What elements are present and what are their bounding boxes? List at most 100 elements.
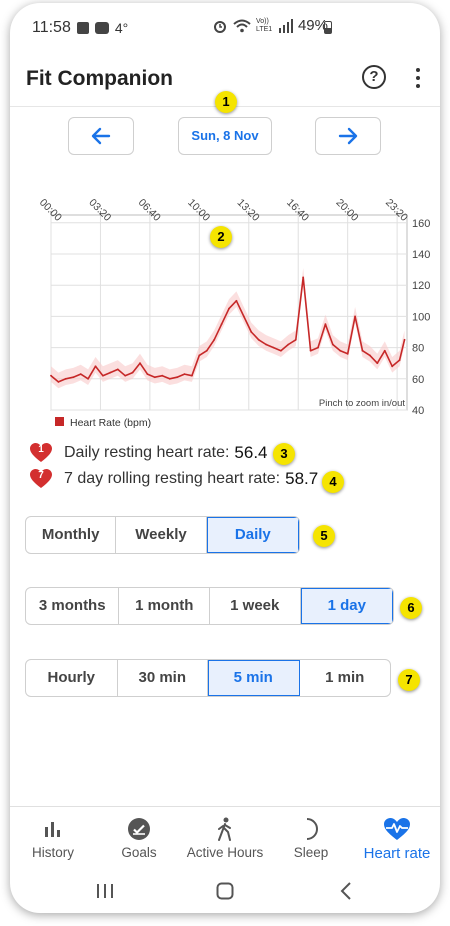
x-tick-label: 00:00 [37, 197, 64, 224]
tab-1-day[interactable]: 1 day [300, 588, 393, 624]
data-point [398, 359, 401, 361]
heart-rate-chart[interactable]: 40 60 80 100 120 140 160 00:00 03:20 06:40 10:00 13… [26, 179, 430, 429]
marker-3: 3 [273, 443, 295, 465]
wifi-icon [233, 19, 251, 32]
data-point [265, 343, 267, 346]
nav-active-hours[interactable]: Active Hours [182, 807, 268, 868]
y-tick-label: 120 [412, 280, 430, 292]
legend-label: Heart Rate (bpm) [70, 417, 151, 429]
data-point [72, 376, 75, 379]
phone-frame: 11:58 4° Vo)) LTE1 49% Fit Companion ? 1… [10, 3, 440, 913]
data-point [272, 346, 275, 349]
tab-3-months[interactable]: 3 months [26, 588, 120, 624]
data-point [302, 276, 305, 279]
x-tick-label: 13:20 [235, 197, 262, 224]
walking-icon [218, 817, 231, 841]
tab-daily[interactable]: Daily [206, 517, 299, 553]
marker-7: 7 [398, 669, 420, 691]
system-navigation-bar [10, 868, 440, 913]
battery-percent: 49% [297, 17, 328, 34]
home-icon[interactable] [216, 882, 234, 900]
tab-1-week[interactable]: 1 week [210, 588, 301, 624]
more-options-button[interactable] [408, 65, 428, 91]
notification-icon [76, 22, 89, 34]
daily-badge-number: 1 [38, 444, 44, 455]
data-point [403, 338, 406, 341]
x-tick-label: 06:40 [136, 197, 163, 224]
heart-pulse-icon [384, 818, 410, 840]
data-point [168, 377, 171, 380]
data-point [205, 349, 208, 352]
data-point [309, 349, 312, 352]
data-point [383, 349, 386, 352]
tab-monthly[interactable]: Monthly [26, 517, 117, 553]
moon-icon [306, 818, 318, 840]
data-point [87, 377, 89, 380]
data-point [331, 343, 334, 346]
back-icon[interactable] [340, 882, 352, 900]
next-day-button[interactable] [315, 117, 381, 155]
data-point [257, 338, 260, 341]
marker-1: 1 [215, 91, 237, 113]
status-temp: 4° [114, 20, 129, 36]
data-point [250, 331, 253, 333]
nav-history-label: History [31, 845, 74, 860]
x-tick-label: 16:40 [284, 197, 311, 224]
nav-active-hours-label: Active Hours [186, 845, 264, 860]
arrow-right-icon [338, 127, 358, 145]
daily-resting-value: 56.4 [234, 443, 268, 462]
y-tick-label: 60 [412, 374, 424, 386]
heart-badge-icon: 1 [30, 443, 52, 463]
tab-hourly[interactable]: Hourly [26, 660, 118, 696]
date-selector-button[interactable]: Sun, 8 Nov [178, 117, 272, 155]
data-point [235, 299, 238, 302]
data-point [94, 365, 97, 368]
bar-chart-icon [45, 822, 60, 837]
range-selector: 3 months 1 month 1 week 1 day [25, 587, 394, 625]
tab-5-min[interactable]: 5 min [208, 660, 300, 696]
help-button[interactable]: ? [362, 65, 386, 89]
data-point [79, 373, 82, 376]
tab-1-min[interactable]: 1 min [325, 669, 365, 686]
y-tick-label: 80 [412, 343, 424, 355]
data-point [220, 323, 223, 326]
bottom-navigation: History Goals Active Hours Sleep Heart r… [10, 806, 440, 868]
network-label: Vo)) LTE1 [255, 17, 273, 33]
data-point [294, 338, 297, 341]
nav-goals-label: Goals [121, 845, 157, 860]
data-point [391, 365, 394, 368]
data-point [354, 315, 356, 318]
y-tick-label: 100 [412, 311, 430, 323]
alarm-icon [213, 20, 226, 33]
tab-weekly[interactable]: Weekly [116, 517, 207, 553]
tab-1-month[interactable]: 1 month [119, 588, 210, 624]
signal-icon [278, 18, 293, 33]
data-point [369, 354, 371, 357]
nav-heart-rate[interactable]: Heart rate [354, 807, 440, 868]
rolling-badge-number: 7 [38, 470, 44, 481]
recent-apps-icon[interactable] [96, 883, 114, 899]
arrow-left-icon [91, 127, 111, 145]
previous-day-button[interactable] [68, 117, 134, 155]
data-point [109, 371, 112, 374]
daily-resting-label: Daily resting heart rate: [64, 444, 230, 461]
status-bar: 11:58 4° Vo)) LTE1 49% [10, 3, 440, 51]
x-tick-label: 20:00 [334, 197, 361, 224]
data-point [213, 338, 216, 341]
x-tick-label: 10:00 [185, 197, 212, 224]
data-point [191, 374, 193, 377]
data-point [339, 349, 342, 352]
nav-goals[interactable]: Goals [96, 807, 182, 868]
nav-sleep-label: Sleep [293, 845, 329, 860]
period-selector: Monthly Weekly Daily [25, 516, 300, 554]
data-point [361, 349, 364, 352]
goal-check-icon [128, 818, 150, 840]
data-point [131, 371, 134, 374]
heart-badge-icon: 7 [30, 469, 52, 489]
nav-history[interactable]: History [10, 807, 96, 868]
tab-30-min[interactable]: 30 min [118, 660, 208, 696]
y-tick-label: 40 [412, 405, 424, 417]
question-icon: ? [369, 68, 379, 85]
data-point [346, 352, 349, 355]
nav-sleep[interactable]: Sleep [268, 807, 354, 868]
